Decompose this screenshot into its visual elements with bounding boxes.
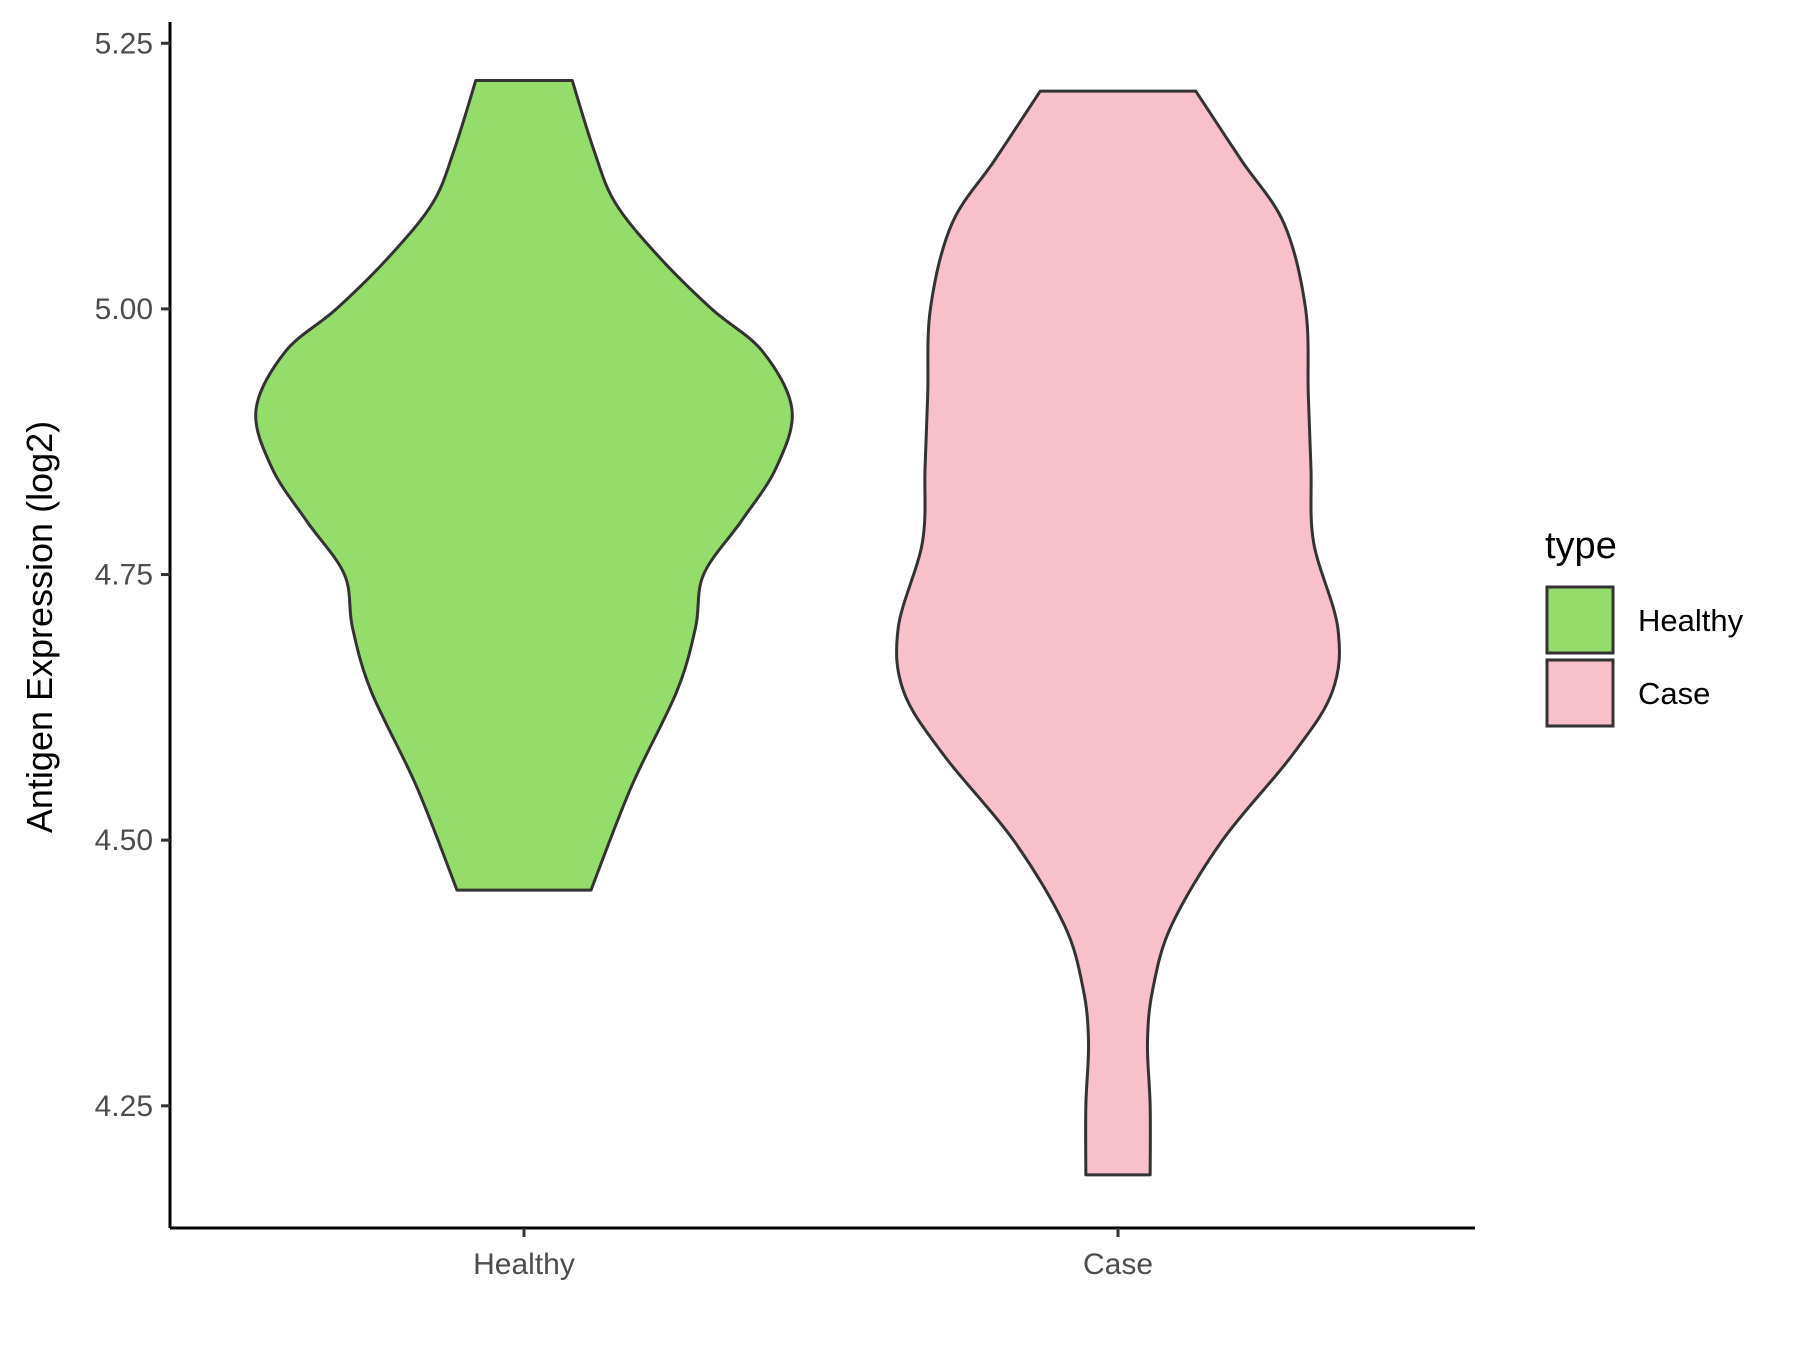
legend: type Healthy Case — [1545, 525, 1744, 728]
violin-healthy — [254, 78, 794, 892]
x-ticks: Healthy Case — [473, 1228, 1153, 1281]
y-axis-title: Antigen Expression (log2) — [19, 421, 60, 833]
x-tick-label: Healthy — [473, 1248, 575, 1281]
legend-label-case: Case — [1638, 676, 1710, 711]
axes-layer — [168, 22, 1475, 1230]
x-tick-label: Case — [1083, 1248, 1153, 1281]
y-ticks: 4.25 4.50 4.75 5.00 5.25 — [95, 27, 170, 1123]
violin-case — [895, 89, 1341, 1177]
y-tick-label: 4.50 — [95, 824, 153, 857]
y-tick-label: 4.75 — [95, 559, 153, 592]
y-tick-label: 5.25 — [95, 27, 153, 60]
legend-key-healthy — [1545, 585, 1615, 655]
legend-label-healthy: Healthy — [1638, 603, 1744, 638]
violins-layer — [254, 78, 1341, 1177]
legend-key-case — [1545, 658, 1615, 728]
y-tick-label: 5.00 — [95, 293, 153, 326]
legend-title: type — [1545, 525, 1617, 567]
y-tick-label: 4.25 — [95, 1090, 153, 1123]
